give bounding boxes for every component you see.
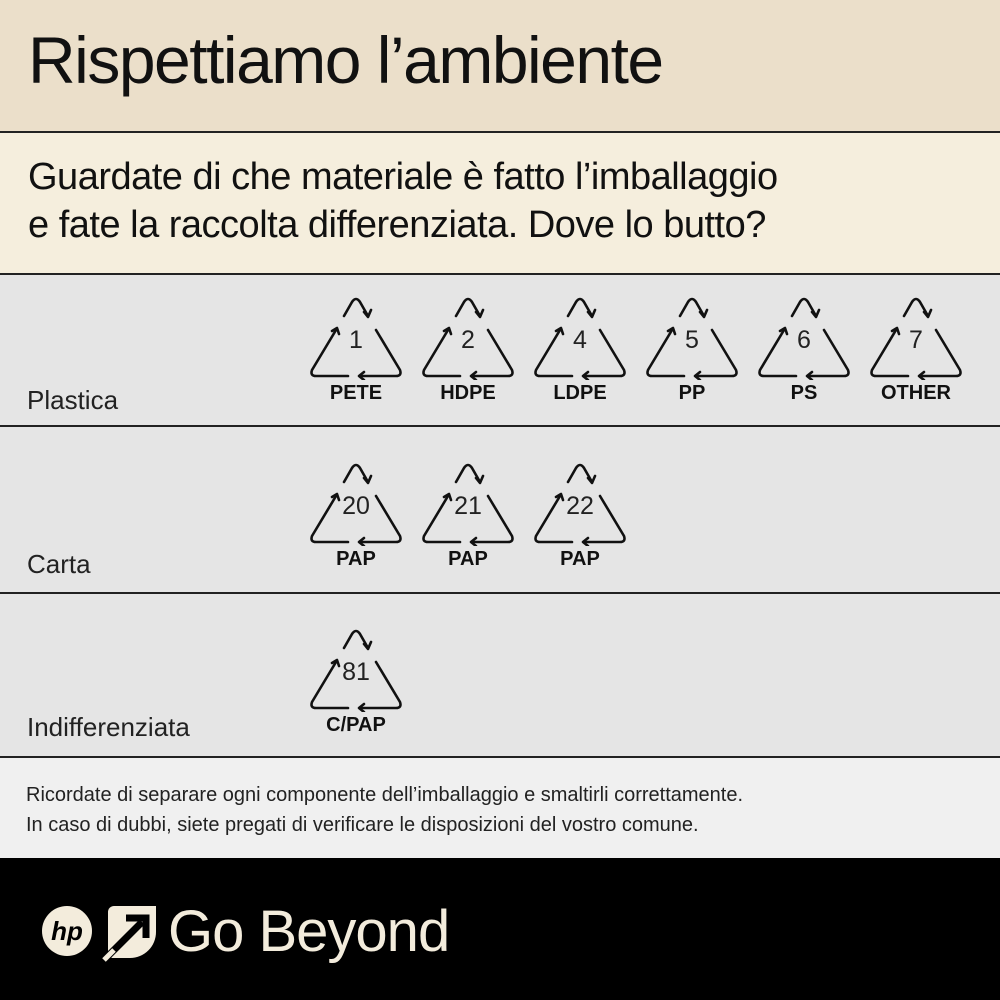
- symbol-code: PETE: [329, 382, 383, 404]
- subtitle-line: Guardate di che materiale è fatto l’imba…: [28, 156, 778, 198]
- symbol-code: PS: [790, 382, 818, 404]
- symbol-number: 20: [342, 492, 370, 520]
- category-label: Carta: [27, 549, 91, 579]
- recycle-triangle-icon: [870, 297, 962, 380]
- note-band: Ricordate di separare ogni componente de…: [0, 758, 1000, 858]
- row-carta: Carta: [0, 427, 1000, 594]
- tagline: Go Beyond: [168, 899, 450, 964]
- recycle-symbol-22: 22 PAP: [530, 462, 630, 571]
- symbol-code: C/PAP: [326, 714, 386, 736]
- subtitle-band: Guardate di che materiale è fatto l’imba…: [0, 133, 1000, 275]
- recycle-symbol-1: 1 PETE: [306, 296, 406, 405]
- symbol-code: LDPE: [553, 382, 607, 404]
- symbol-code: PAP: [560, 548, 600, 570]
- category-label: Plastica: [27, 385, 119, 415]
- category-label: Indifferenziata: [27, 712, 190, 742]
- note-line: Ricordate di separare ogni componente de…: [26, 784, 744, 806]
- symbol-number: 2: [461, 326, 475, 354]
- symbol-number: 6: [797, 326, 811, 354]
- recycle-triangle-icon: [534, 297, 626, 380]
- recycle-triangle-icon: [758, 297, 850, 380]
- recycle-symbol-81: 81 C/PAP: [306, 628, 406, 737]
- recycle-triangle-icon: [310, 629, 402, 712]
- symbol-code: OTHER: [881, 382, 951, 404]
- recycle-triangle-icon: [534, 463, 626, 546]
- recycle-symbol-21: 21 PAP: [418, 462, 518, 571]
- subtitle-line: e fate la raccolta differenziata. Dove l…: [28, 204, 766, 246]
- row-indifferenziata: Indifferenziata: [0, 594, 1000, 758]
- subtitle: Guardate di che materiale è fatto l’imba…: [28, 153, 778, 249]
- note: Ricordate di separare ogni componente de…: [26, 780, 743, 840]
- hp-logo-icon: hp: [42, 906, 92, 956]
- arrow-leaf-icon: [102, 906, 156, 962]
- symbol-number: 1: [349, 326, 363, 354]
- symbol-number: 7: [909, 326, 923, 354]
- symbol-number: 5: [685, 326, 699, 354]
- recycle-triangle-icon: [422, 463, 514, 546]
- svg-text:hp: hp: [51, 916, 83, 946]
- symbol-number: 21: [454, 492, 482, 520]
- note-line: In caso di dubbi, siete pregati di verif…: [26, 814, 699, 836]
- footer: hp Go Beyond: [0, 858, 1000, 1000]
- recycle-symbol-7: 7 OTHER: [866, 296, 966, 405]
- recycle-symbol-4: 4 LDPE: [530, 296, 630, 405]
- page-title: Rispettiamo l’ambiente: [28, 23, 664, 97]
- symbol-number: 4: [573, 326, 587, 354]
- recycle-symbol-2: 2 HDPE: [418, 296, 518, 405]
- recycle-symbol-5: 5 PP: [642, 296, 742, 405]
- recycle-triangle-icon: [422, 297, 514, 380]
- recycle-triangle-icon: [646, 297, 738, 380]
- symbol-code: HDPE: [440, 382, 496, 404]
- recycle-triangle-icon: [310, 463, 402, 546]
- recycle-triangle-icon: [310, 297, 402, 380]
- title-band: Rispettiamo l’ambiente: [0, 0, 1000, 133]
- recycle-symbol-20: 20 PAP: [306, 462, 406, 571]
- symbol-code: PAP: [336, 548, 376, 570]
- symbol-number: 81: [342, 658, 370, 686]
- recycle-symbol-6: 6 PS: [754, 296, 854, 405]
- symbol-number: 22: [566, 492, 594, 520]
- symbol-code: PP: [678, 382, 706, 404]
- symbol-code: PAP: [448, 548, 488, 570]
